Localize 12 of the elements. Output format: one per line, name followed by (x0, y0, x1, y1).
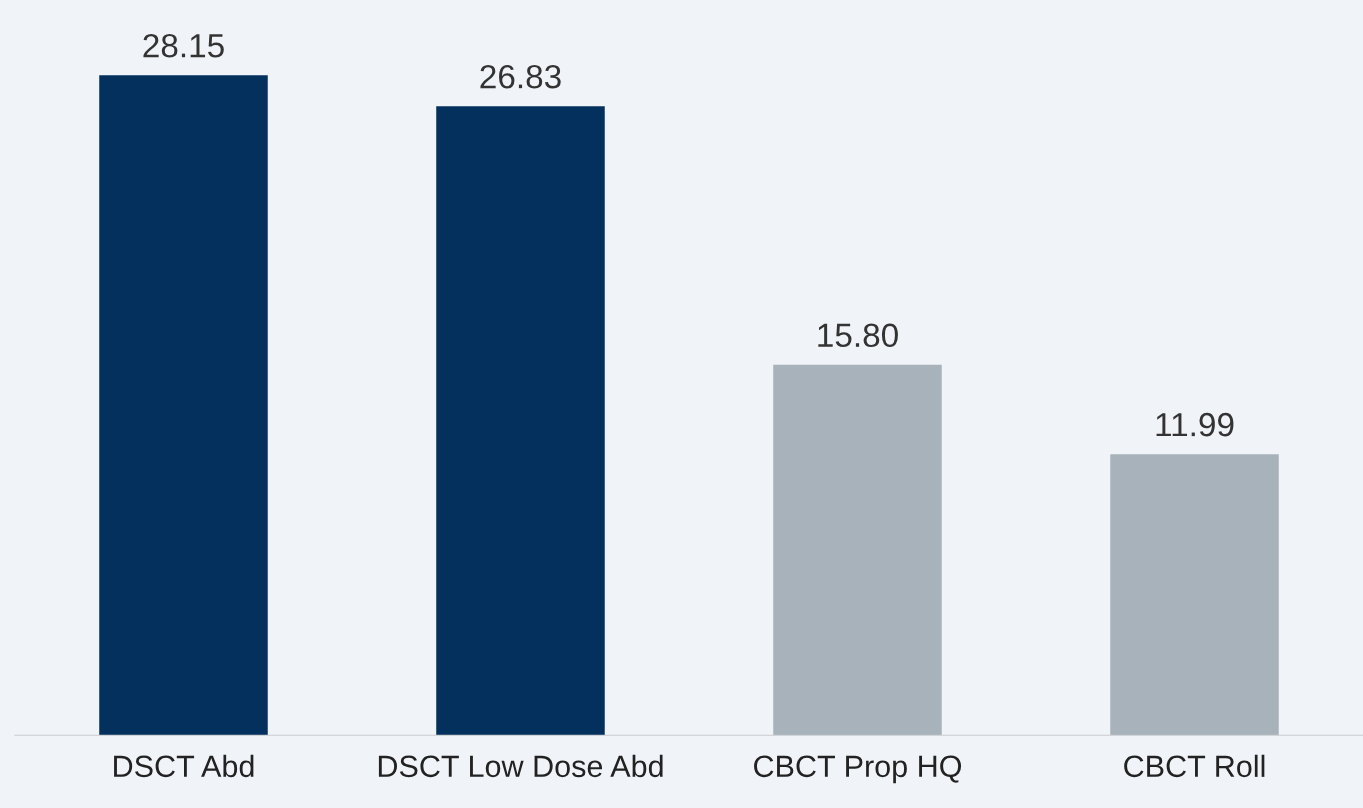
data-label: 15.80 (818, 323, 898, 348)
x-tick-label: CBCT Prop HQ (754, 755, 962, 784)
bar (773, 364, 942, 736)
data-label: 28.15 (143, 33, 224, 58)
data-label: 11.99 (1156, 412, 1234, 437)
x-tick-label: DSCT Low Dose Abd (378, 754, 663, 778)
bar (99, 75, 268, 736)
x-tick-label: CBCT Roll (1124, 754, 1265, 778)
bar (436, 106, 605, 736)
x-tick-label: DSCT Abd (114, 754, 254, 778)
bar (1110, 454, 1279, 736)
data-label: 26.83 (480, 64, 561, 89)
